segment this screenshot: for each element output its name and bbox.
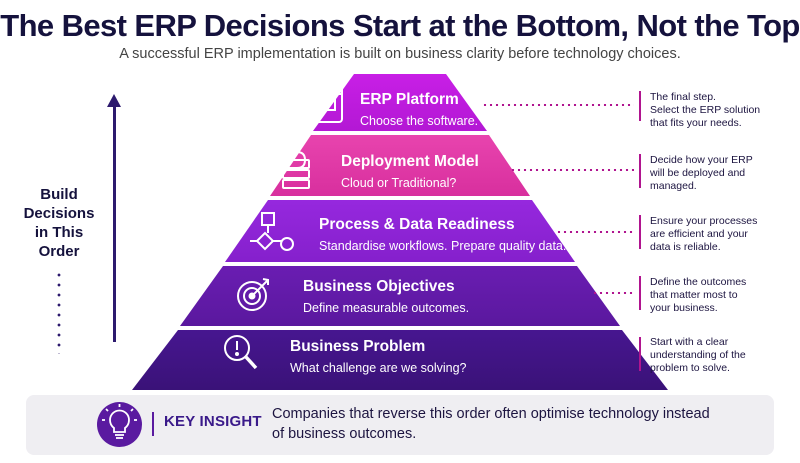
tier-business-problem: Business Problem What challenge are we s…	[290, 337, 467, 377]
lightbulb-icon	[97, 402, 142, 447]
tier-business-objectives: Business Objectives Define measurable ou…	[303, 277, 469, 317]
connector-dotted-line	[592, 292, 634, 294]
browser-window-icon	[301, 85, 343, 123]
tier-name: Deployment Model	[341, 153, 479, 170]
note-line: will be deployed and	[650, 167, 746, 179]
note-line: Start with a clear	[650, 336, 729, 348]
key-insight-panel	[26, 395, 774, 455]
note-line: problem to solve.	[650, 362, 730, 374]
flowchart-icon	[250, 212, 294, 251]
tier-name: Business Objectives	[303, 278, 455, 295]
tier-desc: Define measurable outcomes.	[303, 301, 470, 315]
order-arrow-shaft	[113, 104, 116, 342]
tier-note-process-data: Ensure your processes are efficient and …	[650, 215, 770, 254]
build-label-line: Order	[38, 243, 80, 260]
note-line: that matter most to	[650, 289, 738, 301]
note-line: your business.	[650, 302, 718, 314]
tier-note-business-problem: Start with a clear understanding of the …	[650, 336, 770, 375]
connector-dotted-line	[482, 104, 634, 106]
tier-deployment-model-shape	[270, 135, 530, 196]
connector-tick	[639, 154, 641, 188]
note-line: Define the outcomes	[650, 276, 747, 288]
tier-note-business-objectives: Define the outcomes that matter most to …	[650, 276, 770, 315]
page-title: The Best ERP Decisions Start at the Bott…	[0, 8, 800, 43]
build-label-line: Decisions	[23, 205, 95, 222]
key-insight-text: Companies that reverse this order often …	[272, 406, 710, 442]
page-subtitle: A successful ERP implementation is built…	[119, 46, 681, 62]
tier-erp-platform: ERP Platform Choose the software.	[360, 90, 478, 130]
tier-process-data-readiness: Process & Data Readiness Standardise wor…	[319, 215, 566, 255]
connector-tick	[639, 337, 641, 371]
tier-desc: What challenge are we solving?	[290, 361, 467, 375]
tier-desc: Choose the software.	[360, 114, 479, 128]
insight-divider	[152, 412, 154, 436]
tier-name: ERP Platform	[360, 91, 459, 108]
connector-dotted-line	[510, 169, 634, 171]
note-line: understanding of the	[650, 349, 746, 361]
tier-note-erp-platform: The final step. Select the ERP solution …	[650, 91, 770, 130]
build-order-label: Build Decisions in This Order	[22, 185, 96, 261]
tier-name: Business Problem	[290, 338, 426, 355]
cloud-server-icon	[262, 141, 310, 189]
note-line: Select the ERP solution	[650, 104, 761, 116]
note-line: Ensure your processes	[650, 215, 758, 227]
note-line: data is reliable.	[650, 241, 721, 253]
tier-desc: Standardise workflows. Prepare quality d…	[319, 239, 567, 253]
build-label-line: in This	[34, 224, 84, 241]
connector-tick	[639, 91, 641, 121]
build-label-line: Build	[40, 186, 78, 203]
connector-tick	[639, 276, 641, 310]
connector-dotted-line	[556, 231, 634, 233]
note-line: that fits your needs.	[650, 117, 742, 129]
tier-deployment-model: Deployment Model Cloud or Traditional?	[341, 152, 479, 192]
key-insight-label: KEY INSIGHT	[164, 413, 262, 430]
connector-tick	[639, 215, 641, 249]
target-icon	[237, 278, 269, 311]
dotted-line-decoration	[57, 270, 61, 354]
note-line: are efficient and your	[650, 228, 748, 240]
up-arrow-icon	[107, 94, 121, 107]
tier-name: Process & Data Readiness	[319, 216, 515, 233]
tier-process-data-shape	[225, 200, 575, 262]
note-line: managed.	[650, 180, 697, 192]
tier-business-problem-shape	[132, 330, 668, 390]
note-line: Decide how your ERP	[650, 154, 753, 166]
tier-desc: Cloud or Traditional?	[341, 176, 457, 190]
tier-erp-platform-shape	[313, 74, 487, 131]
note-line: The final step.	[650, 91, 716, 103]
magnifier-alert-icon	[224, 335, 258, 370]
tier-note-deployment-model: Decide how your ERP will be deployed and…	[650, 154, 770, 193]
tier-business-objectives-shape	[180, 266, 620, 326]
